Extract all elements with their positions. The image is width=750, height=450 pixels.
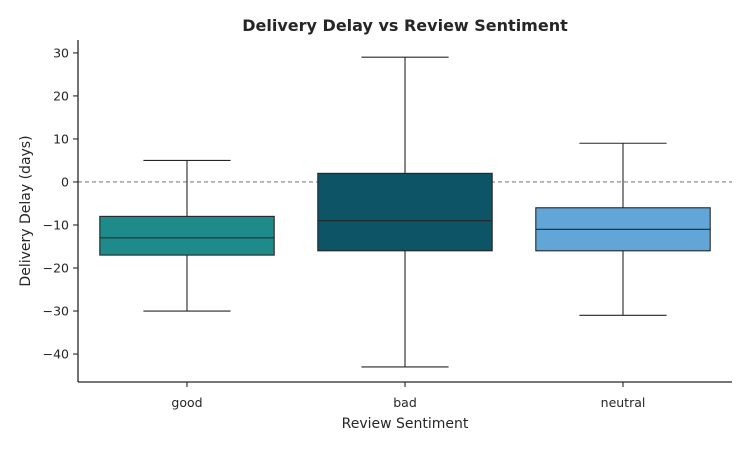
x-tick-label-neutral: neutral [601, 395, 646, 410]
y-axis-label: Delivery Delay (days) [18, 135, 34, 286]
x-axis-ticks: good bad neutral [171, 382, 645, 410]
x-tick-label-good: good [171, 395, 202, 410]
chart-title: Delivery Delay vs Review Sentiment [242, 16, 568, 35]
plot-area [78, 56, 732, 368]
y-tick-label: −20 [43, 261, 69, 276]
y-tick-label: −10 [43, 217, 69, 232]
box-bad [317, 172, 493, 252]
y-tick-label: 20 [53, 88, 69, 103]
box-group-neutral [535, 142, 711, 316]
x-axis-label: Review Sentiment [342, 416, 469, 432]
box-group-bad [317, 56, 493, 368]
y-tick-label: −40 [43, 347, 69, 362]
box-group-good [99, 159, 275, 312]
x-tick-label-bad: bad [393, 395, 417, 410]
y-tick-label: −30 [43, 304, 69, 319]
box-good [99, 215, 275, 256]
y-tick-label: 0 [61, 174, 69, 189]
y-axis-ticks: −40 −30 −20 −10 0 10 20 30 [43, 45, 78, 362]
y-tick-label: 10 [53, 131, 69, 146]
y-tick-label: 30 [53, 45, 69, 60]
